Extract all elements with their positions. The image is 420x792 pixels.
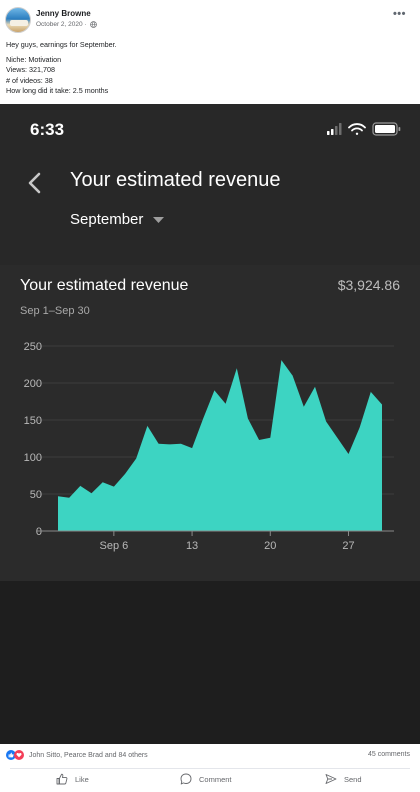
month-dropdown-value: September [70,211,144,228]
more-dots-icon[interactable]: ••• [392,8,406,20]
author-name[interactable]: Jenny Browne [36,9,91,18]
post-line: How long did it take: 2.5 months [6,85,109,95]
status-icons [327,122,401,136]
revenue-card: Your estimated revenue $3,924.86 Sep 1–S… [0,265,420,581]
globe-icon [89,21,97,28]
caret-down-icon [153,216,165,223]
post-date-text: October 2, 2020 · [36,21,87,28]
x-tick-label: Sep 6 [99,540,128,552]
status-time: 6:33 [30,120,65,139]
comment-button[interactable]: Comment [180,773,232,785]
reactions-summary[interactable]: John Sitto, Pearce Brad and 84 others [6,750,148,760]
comment-bubble-icon [180,773,192,785]
revenue-area[interactable] [58,360,382,531]
wifi-icon [348,123,366,135]
y-tick-label: 50 [30,489,42,501]
love-reaction-icon [14,750,24,760]
post-footer: John Sitto, Pearce Brad and 84 others 45… [0,744,420,792]
y-tick-label: 150 [24,415,42,427]
post-line: Niche: Motivation [6,55,62,65]
author-avatar[interactable] [5,7,31,33]
post-header: Jenny Browne October 2, 2020 · ••• Hey g… [0,0,420,104]
status-bar: 6:33 [0,104,420,156]
like-label: Like [75,774,89,784]
y-tick-label: 200 [24,378,42,390]
revenue-chart[interactable]: 250 200 150 100 50 0 Sep 6 13 20 27 [0,265,420,581]
y-tick-label: 250 [24,341,42,353]
send-arrow-icon [325,774,337,784]
post-actions: Like Comment Send [0,773,420,789]
reaction-names: John Sitto, Pearce Brad and 84 others [29,751,148,759]
like-reaction-icon [6,750,16,760]
send-button[interactable]: Send [325,773,362,785]
x-tick-label: 27 [342,540,354,552]
comment-label: Comment [199,774,232,784]
post-line: Views: 321,708 [6,65,56,75]
signal-icon [327,123,342,135]
x-tick-label: 20 [264,540,276,552]
y-tick-label: 0 [36,526,42,538]
send-label: Send [344,774,362,784]
page-title: Your estimated revenue [70,169,281,191]
post-date[interactable]: October 2, 2020 · [36,21,97,28]
thumbs-up-icon [56,773,68,785]
battery-icon [372,122,401,136]
revenue-amount: $3,924.86 [337,277,400,293]
card-title: Your estimated revenue [20,277,189,294]
post-line: Hey guys, earnings for September. [6,40,117,49]
divider [10,768,410,769]
attached-screenshot[interactable]: 6:33 Your estimated revenue [0,104,420,744]
date-range: Sep 1–Sep 30 [20,305,90,317]
post-line: # of videos: 38 [6,75,53,85]
back-arrow-icon[interactable] [22,168,48,198]
comments-count[interactable]: 45 comments [367,751,410,758]
post-text: Hey guys, earnings for September. Niche:… [6,40,406,96]
x-tick-label: 13 [186,540,198,552]
month-dropdown[interactable]: September [70,211,165,228]
y-tick-label: 100 [24,452,42,464]
like-button[interactable]: Like [56,773,89,785]
